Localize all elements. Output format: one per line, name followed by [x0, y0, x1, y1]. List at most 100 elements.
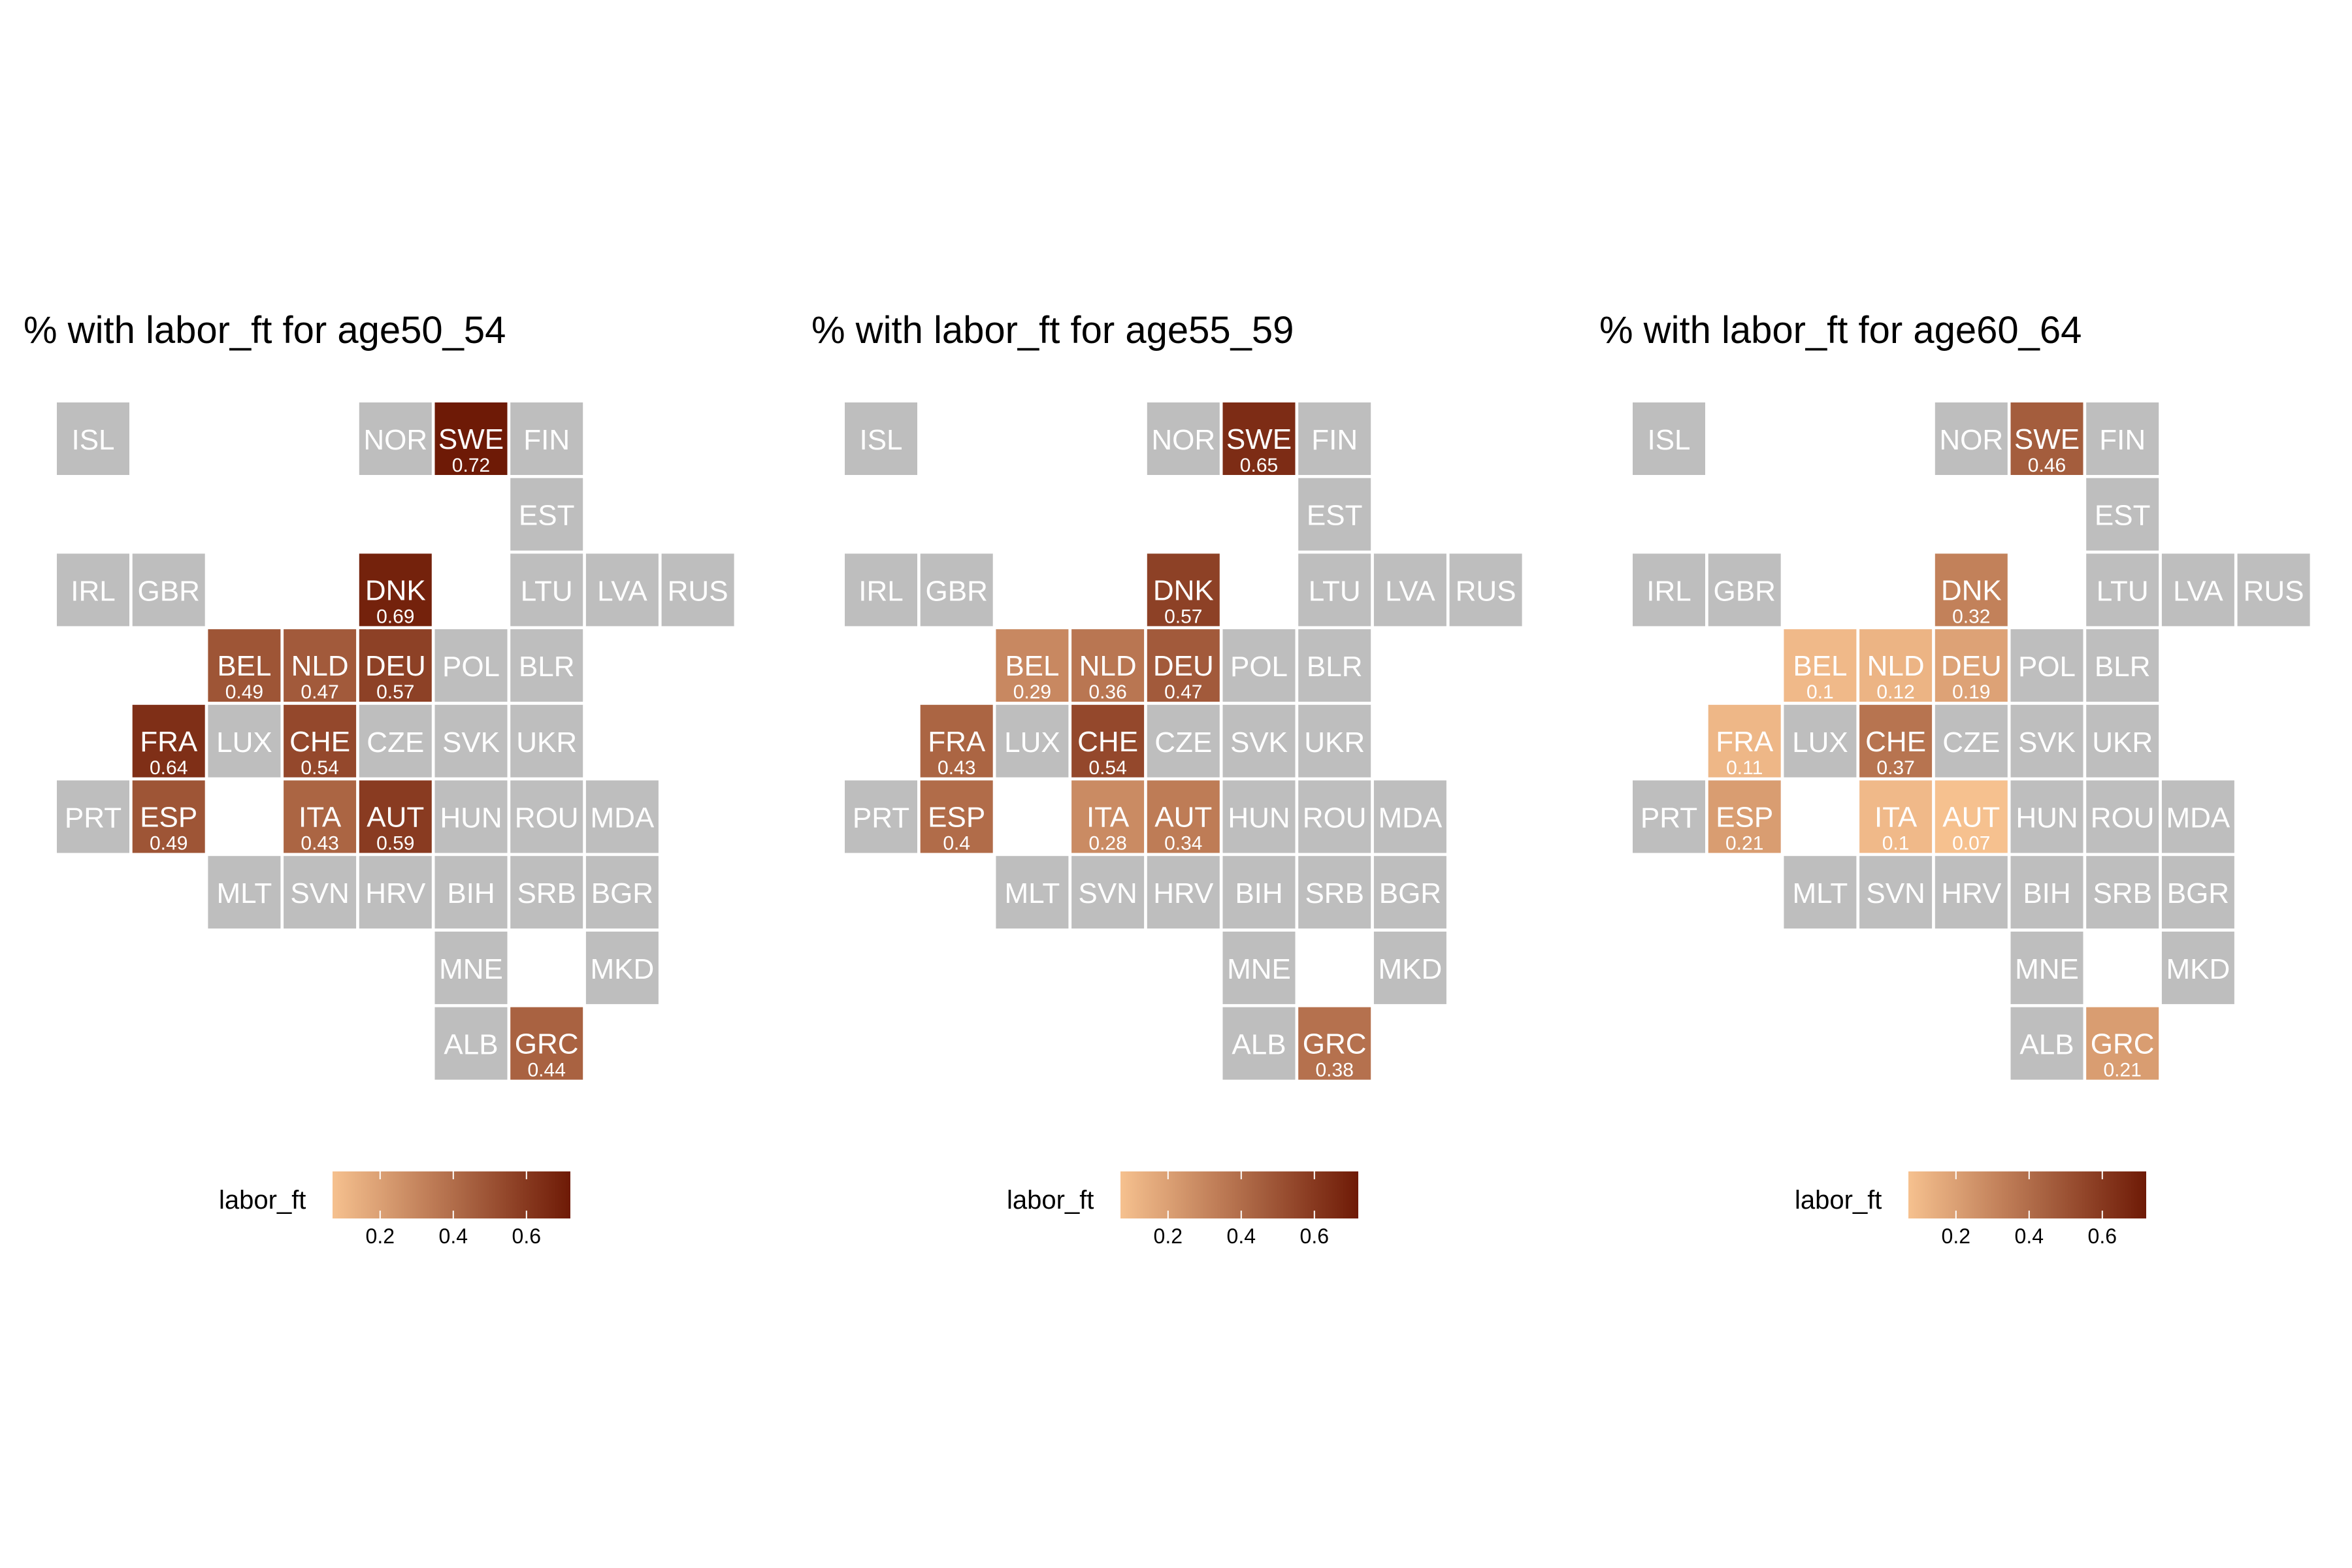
tile-label: LUX [1004, 727, 1060, 759]
tile-ukr: UKR [510, 704, 583, 777]
tile-rect [585, 553, 659, 627]
tile-rect [434, 931, 508, 1004]
tile-rect [1784, 856, 1857, 929]
tile-rou: ROU [1298, 780, 1371, 853]
tile-label: IRL [1646, 575, 1691, 607]
tile-rect [434, 704, 508, 777]
tile-rect [2010, 629, 2083, 702]
tile-label: ESP [928, 802, 985, 834]
tile-label: IRL [858, 575, 903, 607]
tile-rect [284, 629, 357, 702]
tile-lva: LVA [585, 553, 659, 627]
tile-label: HUN [440, 802, 502, 834]
tile-label: CZE [367, 727, 424, 759]
tile-rect [2010, 780, 2083, 853]
tile-rect [2010, 931, 2083, 1004]
tile-value: 0.43 [301, 833, 338, 855]
tile-rect [510, 780, 583, 853]
tile-rect [284, 704, 357, 777]
tile-hun: HUN [2010, 780, 2083, 853]
tile-rect [1147, 553, 1220, 627]
tile-label: MKD [1379, 953, 1443, 985]
tile-label: POL [442, 651, 500, 683]
tile-rect [1222, 629, 1296, 702]
tile-label: HRV [1941, 877, 2002, 909]
tile-label: HRV [1153, 877, 1214, 909]
tile-bgr: BGR [1373, 856, 1446, 929]
tile-label: LVA [2173, 575, 2223, 607]
tile-rus: RUS [661, 553, 734, 627]
tile-label: UKR [2092, 727, 2153, 759]
tile-label: AUT [367, 802, 424, 834]
tile-label: SVN [1866, 877, 1925, 909]
tile-rect [1222, 780, 1296, 853]
tile-value: 0.47 [301, 681, 338, 703]
tile-rect [1298, 478, 1371, 551]
tile-gbr: GBR [1708, 553, 1781, 627]
tile-ltu: LTU [1298, 553, 1371, 627]
tile-label: MKD [591, 953, 655, 985]
tile-label: FRA [928, 726, 986, 758]
tile-value: 0.57 [1164, 606, 1202, 627]
tile-label: DNK [1153, 574, 1214, 606]
tile-rect [585, 856, 659, 929]
tile-rect [585, 931, 659, 1004]
legend: labor_ft 0.2 0.4 0.6 [219, 1171, 570, 1248]
colorbar [1908, 1171, 2146, 1218]
tile-rect [2086, 478, 2159, 551]
tile-mne: MNE [2010, 931, 2083, 1004]
tile-rect [1147, 629, 1220, 702]
tile-mlt: MLT [208, 856, 281, 929]
tile-label: MDA [1379, 802, 1443, 834]
tile-label: FRA [140, 726, 198, 758]
tile-label: MNE [1227, 953, 1291, 985]
tile-value: 0.54 [301, 757, 338, 779]
tile-value: 0.44 [528, 1060, 566, 1081]
tile-label: CHE [289, 726, 350, 758]
tile-fin: FIN [2086, 402, 2159, 475]
tile-rect [1633, 553, 1705, 627]
tile-value: 0.4 [943, 833, 970, 855]
tile-hun: HUN [1222, 780, 1296, 853]
tile-rect [359, 553, 432, 627]
tile-label: BGR [1379, 877, 1441, 909]
tile-rus: RUS [1449, 553, 1522, 627]
tile-label: ISL [859, 424, 902, 456]
legend-title: labor_ft [219, 1186, 306, 1215]
tile-label: UKR [1304, 727, 1365, 759]
tile-value: 0.1 [1882, 833, 1910, 855]
tile-fin: FIN [1298, 402, 1371, 475]
tile-mda: MDA [2161, 780, 2234, 853]
legend-title: labor_ft [1007, 1186, 1094, 1215]
tile-lva: LVA [2161, 553, 2234, 627]
legend-title: labor_ft [1795, 1186, 1882, 1215]
tile-pol: POL [1222, 629, 1296, 702]
tile-label: PRT [1641, 802, 1697, 834]
tile-label: LTU [2097, 575, 2149, 607]
tile-rect [132, 780, 205, 853]
tile-fin: FIN [510, 402, 583, 475]
tile-rect [1222, 1007, 1296, 1080]
tile-label: DEU [365, 650, 426, 682]
tile-rect [920, 704, 993, 777]
tile-isl: ISL [845, 402, 917, 475]
tile-est: EST [2086, 478, 2159, 551]
tile-rect [845, 780, 917, 853]
tile-value: 0.32 [1952, 606, 1990, 627]
tile-label: FIN [2099, 424, 2146, 456]
tile-rect [1373, 931, 1446, 1004]
tile-rect [2086, 553, 2159, 627]
tile-label: GBR [1714, 575, 1776, 607]
tile-blr: BLR [2086, 629, 2159, 702]
